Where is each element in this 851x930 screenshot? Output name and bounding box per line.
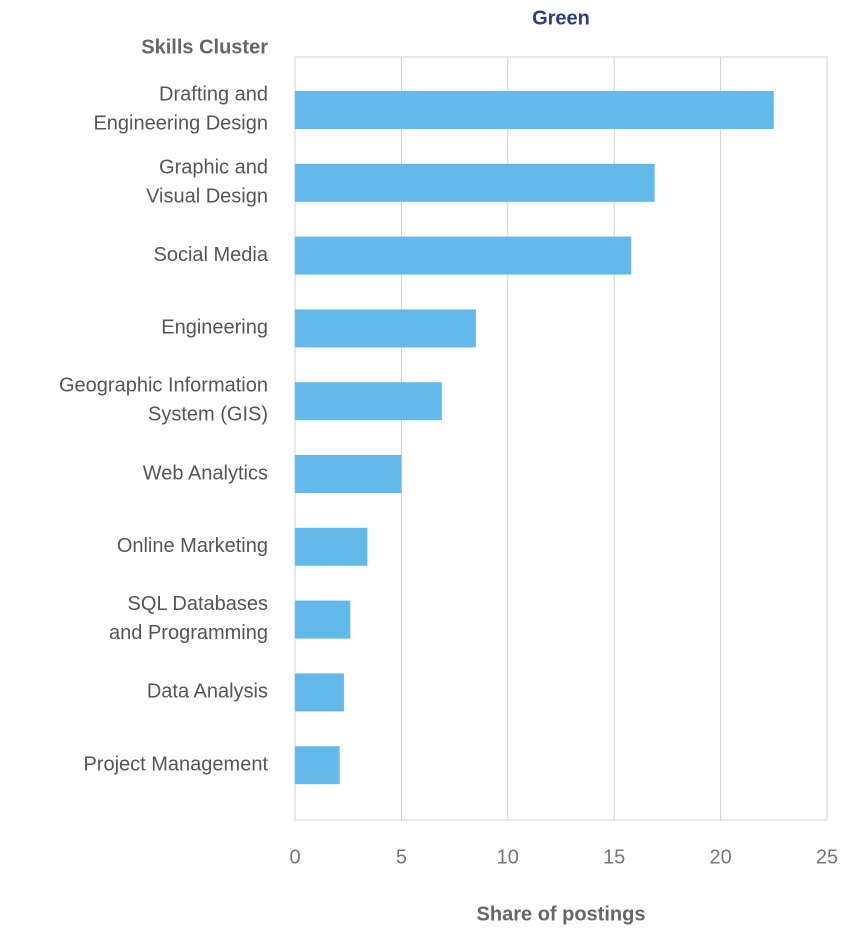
label-line: Geographic Information <box>59 375 268 397</box>
x-tick-label: 0 <box>289 846 300 868</box>
x-tick-label: 15 <box>603 846 625 868</box>
y-tick-label: Geographic Information System (GIS) <box>59 375 268 426</box>
y-tick-label: Social Media <box>153 244 268 266</box>
bar <box>295 673 344 712</box>
bar <box>295 91 774 129</box>
bar <box>295 746 340 785</box>
chart-title: Green <box>532 7 590 29</box>
bar <box>295 527 368 566</box>
label-line: SQL Databases <box>128 593 268 615</box>
x-tick-label: 25 <box>816 846 838 868</box>
bar <box>295 163 655 202</box>
bar <box>295 600 351 639</box>
bar <box>295 236 632 275</box>
label-line: Graphic and <box>159 157 268 179</box>
y-tick-label: SQL Databases and Programming <box>109 593 268 644</box>
y-tick-label: Web Analytics <box>143 462 268 484</box>
label-line: and Programming <box>109 622 268 644</box>
bar <box>295 309 476 348</box>
x-tick-label: 5 <box>396 846 407 868</box>
x-tick-label: 20 <box>709 846 731 868</box>
y-tick-label: Drafting and Engineering Design <box>93 84 268 135</box>
x-tick-label: 10 <box>497 846 519 868</box>
bar <box>295 455 402 493</box>
x-axis-label: Share of postings <box>477 903 646 925</box>
y-tick-label: Project Management <box>83 753 268 775</box>
bar <box>295 382 442 421</box>
label-line: Visual Design <box>146 186 268 208</box>
y-tick-label: Data Analysis <box>147 681 268 703</box>
y-tick-label: Online Marketing <box>117 535 268 557</box>
label-line: Drafting and <box>159 84 268 106</box>
label-line: System (GIS) <box>148 404 268 426</box>
y-tick-label: Engineering <box>161 317 268 339</box>
label-line: Engineering Design <box>93 113 268 135</box>
y-tick-label: Graphic and Visual Design <box>146 157 268 208</box>
category-axis-label: Skills Cluster <box>141 36 268 58</box>
plot-border <box>294 56 828 821</box>
